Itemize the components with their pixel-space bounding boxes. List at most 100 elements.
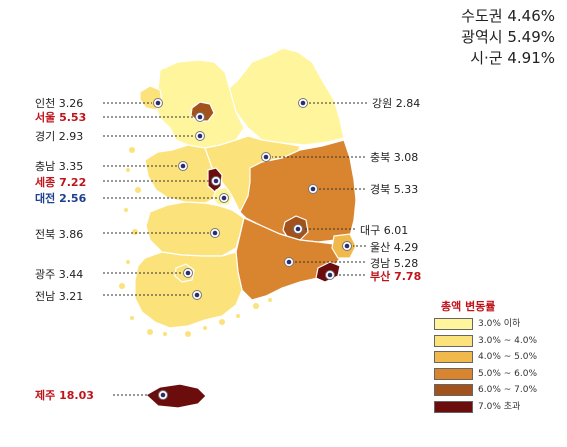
region-label: 세종 7.22 bbox=[35, 176, 86, 189]
region-label: 울산 4.29 bbox=[370, 241, 418, 254]
summary-row: 광역시 5.49% bbox=[461, 27, 555, 48]
legend-label: 3.0% 이하 bbox=[478, 319, 521, 329]
island-shape bbox=[236, 314, 240, 318]
region-label: 인천 3.26 bbox=[35, 97, 83, 110]
island-shape bbox=[147, 329, 153, 335]
legend-swatch bbox=[434, 318, 473, 330]
region-value: 3.21 bbox=[58, 290, 84, 303]
region-marker-dot bbox=[310, 186, 316, 192]
region-value: 3.35 bbox=[58, 160, 84, 173]
region-name: 충남 bbox=[35, 160, 56, 173]
legend-label: 4.0% ~ 5.0% bbox=[478, 352, 537, 362]
summary-value: 5.49% bbox=[502, 28, 555, 46]
island-shape bbox=[126, 260, 130, 264]
region-jeonnam bbox=[134, 251, 243, 329]
region-name: 서울 bbox=[35, 111, 56, 124]
legend-swatch bbox=[434, 400, 473, 413]
region-marker-dot bbox=[160, 392, 166, 398]
region-value: 7.78 bbox=[394, 270, 422, 283]
region-value: 18.03 bbox=[59, 389, 94, 402]
region-label: 광주 3.44 bbox=[35, 268, 83, 281]
region-marker-dot bbox=[212, 230, 218, 236]
region-name: 인천 bbox=[35, 97, 56, 110]
legend-swatch bbox=[434, 334, 473, 347]
region-marker-dot bbox=[286, 259, 292, 265]
legend-swatch bbox=[434, 351, 473, 363]
summary-row: 수도권 4.46% bbox=[461, 6, 555, 27]
island-shape bbox=[253, 303, 259, 309]
island-shape bbox=[129, 147, 135, 153]
region-marker-dot bbox=[263, 154, 269, 160]
region-jeonbuk bbox=[145, 201, 245, 257]
region-name: 울산 bbox=[370, 241, 391, 254]
legend-label: 3.0% ~ 4.0% bbox=[478, 335, 537, 346]
island-shape bbox=[132, 229, 138, 235]
region-label: 충남 3.35 bbox=[35, 160, 83, 173]
region-name: 부산 bbox=[370, 270, 391, 283]
region-marker-dot bbox=[194, 292, 200, 298]
region-value: 3.26 bbox=[58, 97, 84, 110]
region-value: 2.93 bbox=[58, 130, 84, 143]
summary-label: 수도권 bbox=[461, 7, 503, 25]
region-label: 전북 3.86 bbox=[35, 228, 83, 241]
region-value: 7.22 bbox=[59, 176, 87, 189]
region-value: 3.44 bbox=[58, 268, 84, 281]
region-marker-dot bbox=[197, 114, 203, 120]
region-label: 대전 2.56 bbox=[35, 192, 86, 205]
region-name: 경기 bbox=[35, 130, 56, 143]
region-marker-dot bbox=[197, 133, 203, 139]
legend-swatch bbox=[434, 384, 473, 396]
region-value: 2.56 bbox=[59, 192, 87, 205]
island-shape bbox=[185, 331, 191, 337]
region-name: 대구 bbox=[360, 224, 381, 237]
region-label: 전남 3.21 bbox=[35, 290, 83, 303]
region-name: 광주 bbox=[35, 268, 56, 281]
island-shape bbox=[203, 326, 207, 330]
island-shape bbox=[135, 187, 141, 193]
region-marker-dot bbox=[344, 243, 350, 249]
summary-label: 시·군 bbox=[470, 49, 503, 67]
legend-title: 총액 변동률 bbox=[441, 300, 496, 313]
region-gangwon bbox=[224, 47, 345, 146]
leader-lines bbox=[103, 102, 367, 396]
region-jeju bbox=[144, 383, 207, 409]
region-name: 전북 bbox=[35, 228, 56, 241]
region-value: 6.01 bbox=[383, 224, 409, 237]
region-value: 5.53 bbox=[59, 111, 87, 124]
summary-label: 광역시 bbox=[461, 28, 503, 46]
legend-label: 7.0% 초과 bbox=[478, 401, 521, 412]
legend-swatch bbox=[434, 367, 473, 380]
region-marker-dot bbox=[213, 178, 219, 184]
region-marker-dot bbox=[327, 272, 333, 278]
region-label: 강원 2.84 bbox=[372, 97, 420, 110]
region-value: 3.86 bbox=[58, 228, 84, 241]
region-marker-dot bbox=[185, 270, 191, 276]
region-name: 제주 bbox=[35, 389, 56, 402]
region-label: 부산 7.78 bbox=[370, 270, 421, 283]
region-label: 경북 5.33 bbox=[370, 183, 418, 196]
region-name: 전남 bbox=[35, 290, 56, 303]
region-value: 2.84 bbox=[395, 97, 421, 110]
island-shape bbox=[126, 168, 130, 172]
region-marker-dot bbox=[300, 100, 306, 106]
island-shape bbox=[163, 332, 167, 336]
region-label: 경기 2.93 bbox=[35, 130, 83, 143]
legend-label: 6.0% ~ 7.0% bbox=[478, 385, 537, 395]
region-name: 충북 bbox=[370, 151, 391, 164]
region-label: 경남 5.28 bbox=[370, 257, 418, 270]
region-marker-dot bbox=[155, 100, 161, 106]
region-marker-dot bbox=[295, 226, 301, 232]
legend-label: 5.0% ~ 6.0% bbox=[478, 368, 537, 379]
region-name: 경남 bbox=[370, 257, 391, 270]
island-shape bbox=[130, 316, 134, 320]
region-value: 3.08 bbox=[393, 151, 419, 164]
region-name: 대전 bbox=[35, 192, 56, 205]
region-name: 경북 bbox=[370, 183, 391, 196]
summary-value: 4.91% bbox=[502, 49, 555, 67]
region-marker-dot bbox=[221, 195, 227, 201]
region-value: 5.33 bbox=[393, 183, 419, 196]
region-markers bbox=[153, 98, 352, 400]
region-label: 제주 18.03 bbox=[35, 389, 94, 402]
